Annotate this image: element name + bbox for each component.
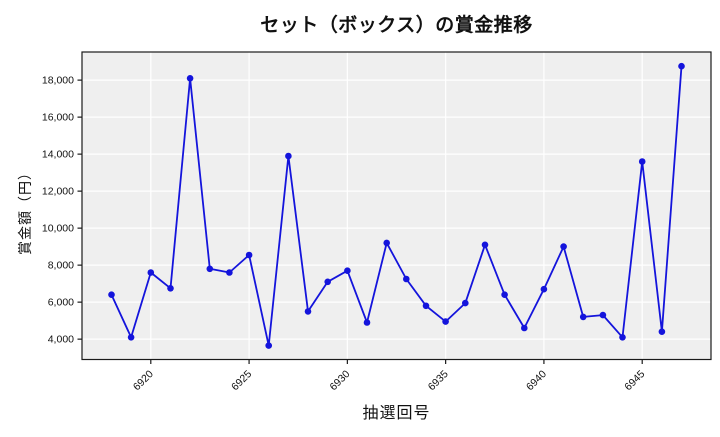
data-point	[344, 267, 351, 275]
axis-frame	[81, 51, 712, 361]
x-tick-label: 6935	[426, 368, 451, 393]
data-point	[403, 275, 410, 283]
x-tick-label: 6940	[524, 368, 549, 393]
data-point	[540, 285, 548, 293]
y-tick-label: 4,000	[48, 334, 74, 346]
data-point	[226, 269, 233, 276]
data-point	[619, 334, 626, 341]
x-tick-label: 6945	[622, 368, 647, 393]
y-tick-label: 10,000	[42, 223, 74, 235]
y-tick-label: 14,000	[42, 149, 74, 161]
data-point	[245, 251, 253, 259]
chart-title: セット（ボックス）の賞金推移	[260, 15, 533, 36]
data-point	[285, 152, 292, 160]
data-point	[147, 269, 155, 276]
y-tick-label: 16,000	[42, 112, 74, 124]
data-point	[560, 243, 567, 250]
data-point	[127, 334, 135, 341]
x-tick-label: 6930	[327, 368, 352, 393]
data-point	[658, 328, 666, 336]
data-point	[579, 313, 587, 321]
data-point	[304, 308, 312, 315]
y-tick-label: 6,000	[48, 297, 74, 309]
data-point	[324, 278, 332, 286]
data-point	[265, 342, 273, 349]
data-point	[599, 311, 607, 319]
data-point	[383, 239, 391, 247]
data-point	[462, 299, 469, 307]
y-tick-label: 18,000	[42, 75, 74, 87]
data-point	[422, 302, 430, 310]
x-axis-title: 抽選回号	[362, 405, 431, 422]
plot-background	[82, 52, 711, 360]
x-tick-label: 6920	[131, 368, 156, 393]
y-tick-label: 12,000	[42, 186, 74, 198]
data-point	[442, 318, 449, 325]
data-point	[521, 324, 528, 332]
y-tick-label: 8,000	[48, 260, 74, 272]
data-point	[501, 291, 508, 299]
data-point	[363, 319, 371, 326]
data-point	[206, 265, 214, 273]
data-point	[481, 241, 489, 249]
x-tick-label: 6925	[229, 368, 254, 393]
data-point	[167, 285, 174, 292]
data-point	[186, 75, 194, 82]
data-point	[678, 62, 685, 70]
y-axis-title: 賞金額（円）	[17, 165, 33, 255]
data-point	[638, 158, 646, 165]
data-point	[108, 291, 115, 299]
